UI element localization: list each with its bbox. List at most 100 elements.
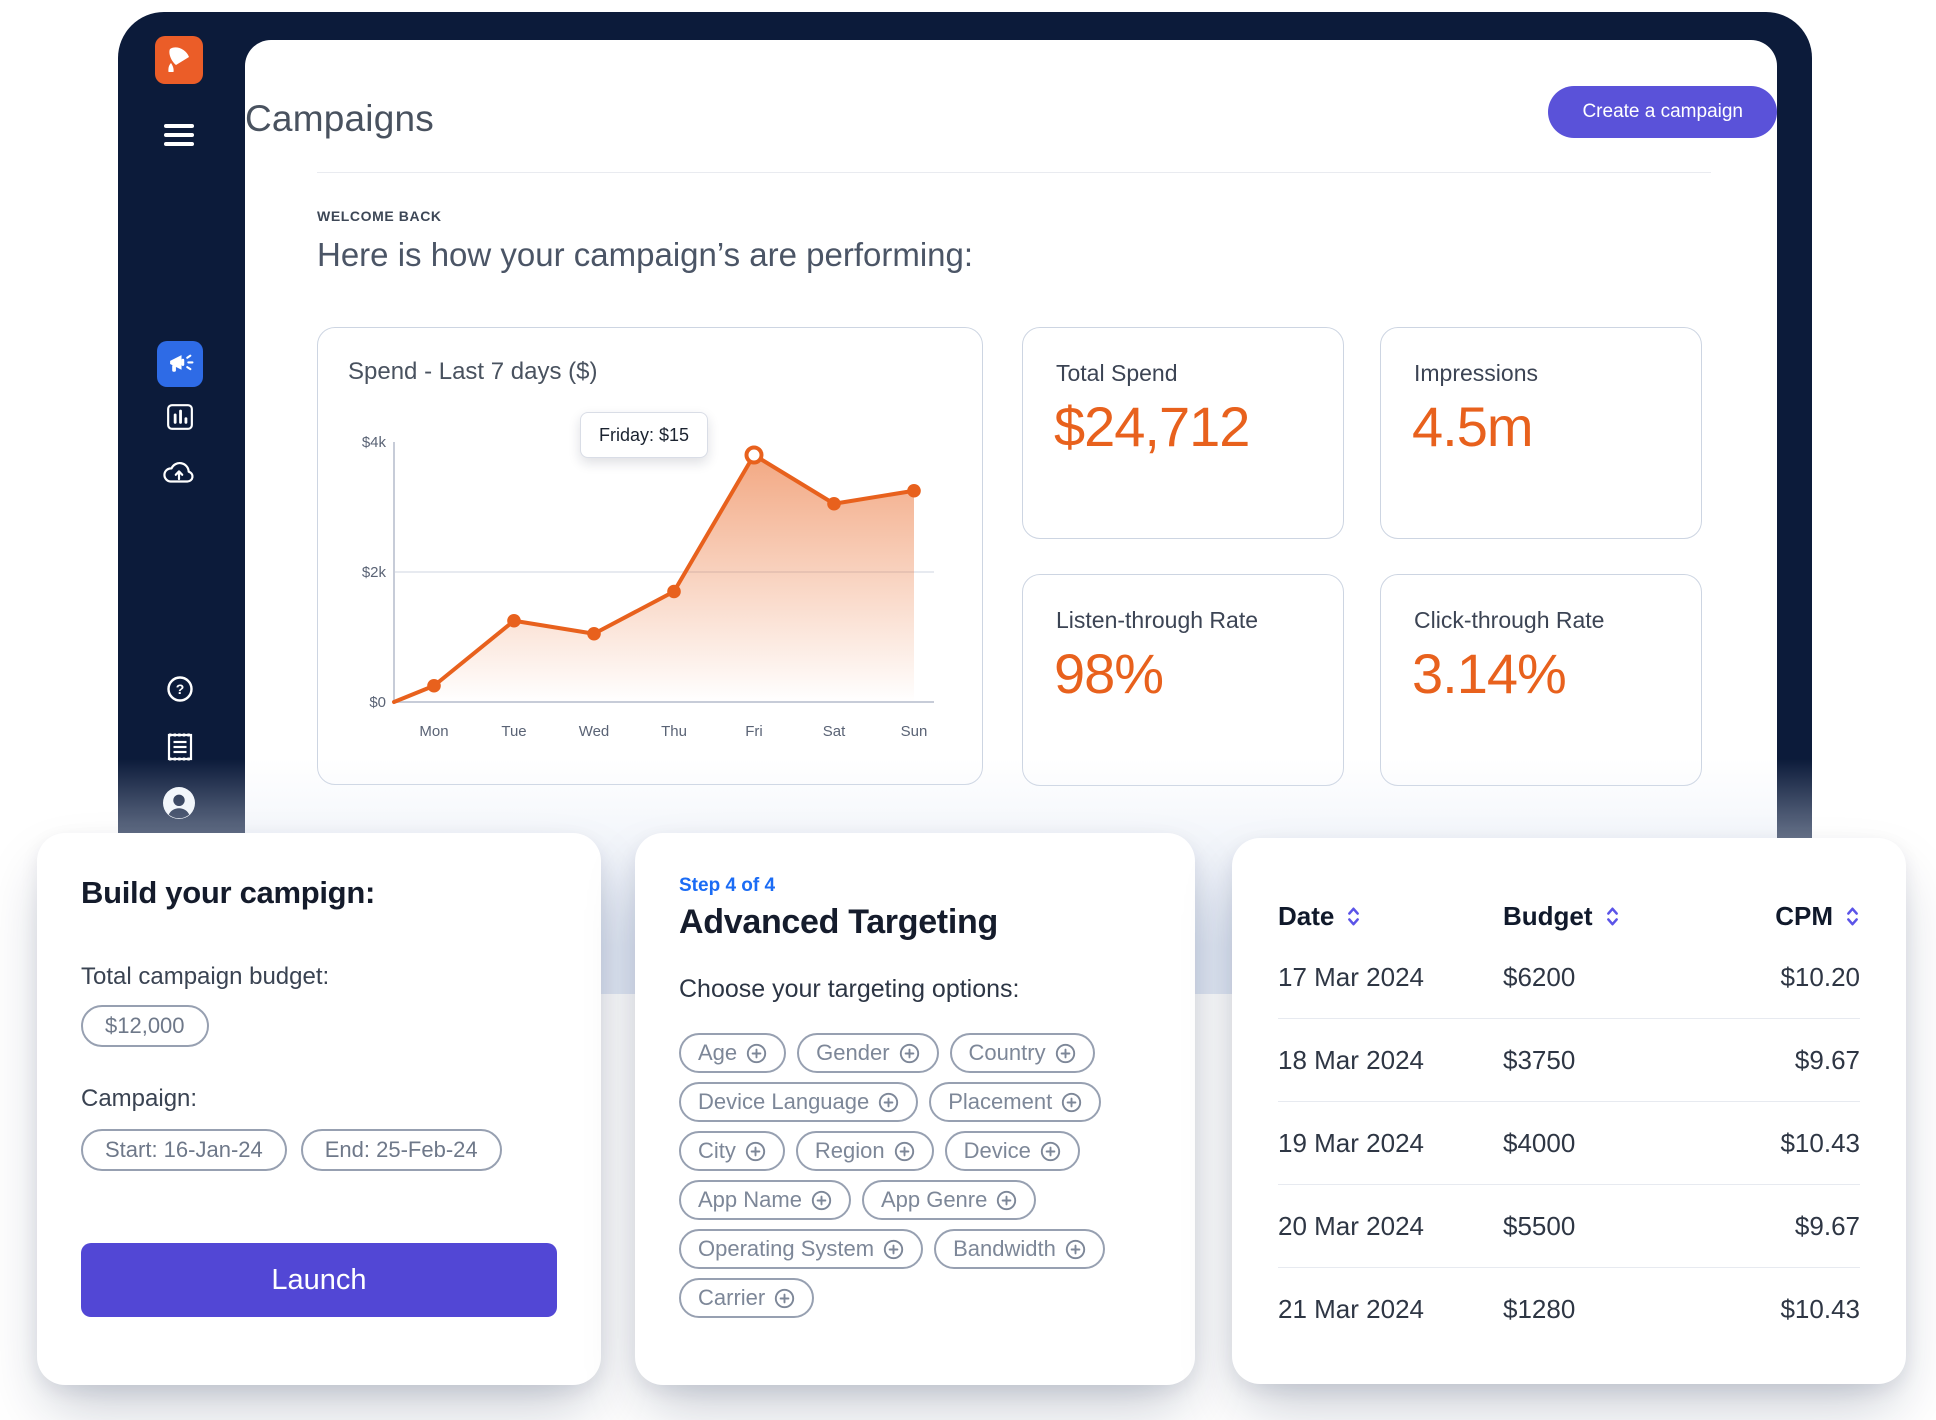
megaphone-icon bbox=[169, 354, 193, 372]
sidebar-item-help[interactable]: ? bbox=[166, 675, 194, 703]
table-cell: $10.20 bbox=[1780, 961, 1860, 992]
plus-circle-icon bbox=[879, 1092, 899, 1112]
table-cell: 21 Mar 2024 bbox=[1278, 1293, 1424, 1324]
table-sort-cpm[interactable]: CPM bbox=[1695, 901, 1860, 932]
budget-label: Total campaign budget: bbox=[81, 963, 330, 990]
svg-text:Tue: Tue bbox=[501, 723, 526, 740]
targeting-pill-label: City bbox=[698, 1138, 736, 1163]
sidebar-item-account[interactable] bbox=[162, 786, 196, 820]
targeting-pill-carrier[interactable]: Carrier bbox=[679, 1278, 815, 1318]
table-cell: 17 Mar 2024 bbox=[1278, 961, 1424, 992]
targeting-pill-region[interactable]: Region bbox=[795, 1131, 934, 1171]
chart-tooltip: Friday: $15 bbox=[580, 412, 709, 458]
plus-circle-icon bbox=[745, 1141, 766, 1161]
campaign-label: Campaign: bbox=[81, 1085, 198, 1112]
table-cell: $3750 bbox=[1503, 1044, 1576, 1075]
menu-icon[interactable] bbox=[164, 124, 196, 151]
campaign-date-chips: Start: 16-Jan-24 End: 25-Feb-24 bbox=[81, 1129, 502, 1171]
table-row: 20 Mar 2024 $5500 $9.67 bbox=[1278, 1184, 1860, 1267]
stat-card-impressions: Impressions 4.5m bbox=[1380, 327, 1702, 539]
end-date-chip[interactable]: End: 25-Feb-24 bbox=[300, 1129, 502, 1171]
column-header-label: Date bbox=[1278, 900, 1335, 931]
stat-label: Total Spend bbox=[1056, 360, 1178, 386]
targeting-pill-operating-system[interactable]: Operating System bbox=[679, 1229, 924, 1269]
targeting-pill-label: Device Language bbox=[698, 1089, 870, 1114]
targeting-pill-row: App Name App Genre bbox=[679, 1180, 1105, 1220]
plus-circle-icon bbox=[1065, 1239, 1085, 1259]
targeting-pill-device[interactable]: Device bbox=[944, 1131, 1080, 1171]
page-title: Campaigns bbox=[245, 98, 434, 139]
stat-card-click-through-rate: Click-through Rate 3.14% bbox=[1380, 574, 1702, 786]
targeting-pill-label: Region bbox=[814, 1138, 885, 1163]
plus-circle-icon bbox=[899, 1043, 919, 1063]
create-campaign-button[interactable]: Create a campaign bbox=[1548, 86, 1777, 138]
targeting-pill-label: Placement bbox=[948, 1089, 1053, 1114]
stat-card-listen-through-rate: Listen-through Rate 98% bbox=[1022, 574, 1344, 786]
stat-value: 4.5m bbox=[1412, 395, 1533, 458]
stat-label: Impressions bbox=[1414, 360, 1538, 386]
svg-text:Sat: Sat bbox=[823, 723, 846, 740]
table-cell: $4000 bbox=[1503, 1127, 1576, 1158]
table-cell: $6200 bbox=[1503, 961, 1576, 992]
sort-icon bbox=[1606, 907, 1618, 925]
column-header-label: CPM bbox=[1775, 900, 1833, 931]
sidebar-item-analytics[interactable] bbox=[166, 403, 194, 431]
sort-icon bbox=[1847, 907, 1858, 925]
spend-chart-card: Spend - Last 7 days ($) $0 $2k $4k Mon Tue We… bbox=[317, 327, 983, 785]
build-campaign-card: Build your campign: Total campaign budge… bbox=[37, 833, 601, 1385]
table-header-row: Date Budget CPM bbox=[1278, 896, 1860, 936]
budget-table-card: Date Budget CPM 17 Mar 2024 $6200 $10.20 18 M… bbox=[1232, 838, 1906, 1384]
targeting-pill-row: Device Language Placement bbox=[679, 1082, 1105, 1122]
targeting-pill-city[interactable]: City bbox=[679, 1131, 785, 1171]
targeting-pill-device-language[interactable]: Device Language bbox=[679, 1082, 919, 1122]
table-sort-budget[interactable]: Budget bbox=[1503, 901, 1695, 932]
sort-icon bbox=[1348, 907, 1360, 925]
table-sort-date[interactable]: Date bbox=[1278, 901, 1503, 932]
stat-label: Click-through Rate bbox=[1414, 607, 1605, 633]
targeting-pill-bandwidth[interactable]: Bandwidth bbox=[934, 1229, 1105, 1269]
svg-text:Thu: Thu bbox=[661, 723, 687, 740]
targeting-pill-country[interactable]: Country bbox=[949, 1033, 1095, 1073]
targeting-pill-row: City Region Device bbox=[679, 1131, 1105, 1171]
sidebar-item-billing[interactable] bbox=[166, 731, 194, 763]
table-cell: $1280 bbox=[1503, 1293, 1576, 1324]
build-card-heading: Build your campign: bbox=[81, 875, 375, 910]
targeting-pill-app-name[interactable]: App Name bbox=[679, 1180, 851, 1220]
sidebar-item-campaigns[interactable] bbox=[157, 341, 203, 387]
table-cell: 19 Mar 2024 bbox=[1278, 1127, 1424, 1158]
plus-circle-icon bbox=[811, 1190, 832, 1210]
svg-text:Sun: Sun bbox=[901, 723, 928, 740]
targeting-pill-age[interactable]: Age bbox=[679, 1033, 787, 1073]
targeting-pill-gender[interactable]: Gender bbox=[797, 1033, 939, 1073]
spend-chart: $0 $2k $4k Mon Tue Wed Thu Fri Sat Sun bbox=[362, 434, 934, 740]
receipt-icon bbox=[167, 733, 193, 761]
sidebar-item-upload[interactable] bbox=[162, 458, 196, 486]
plus-circle-icon bbox=[747, 1043, 767, 1063]
targeting-pill-placement[interactable]: Placement bbox=[929, 1082, 1102, 1122]
help-icon: ? bbox=[167, 676, 193, 702]
targeting-pill-label: Operating System bbox=[698, 1236, 875, 1261]
launch-button[interactable]: Launch bbox=[81, 1243, 557, 1317]
targeting-pill-label: App Genre bbox=[880, 1187, 988, 1212]
chart-title: Spend - Last 7 days ($) bbox=[348, 358, 598, 385]
stat-label: Listen-through Rate bbox=[1056, 607, 1259, 633]
targeting-pill-label: Carrier bbox=[698, 1285, 766, 1310]
plus-circle-icon bbox=[775, 1288, 795, 1308]
table-cell: $9.67 bbox=[1794, 1210, 1860, 1241]
start-date-chip[interactable]: Start: 16-Jan-24 bbox=[81, 1129, 287, 1171]
targeting-pill-label: Device bbox=[963, 1138, 1031, 1163]
targeting-pill-row: Age Gender Country bbox=[679, 1033, 1105, 1073]
table-cell: $5500 bbox=[1503, 1210, 1576, 1241]
targeting-title: Advanced Targeting bbox=[679, 903, 998, 941]
table-cell: 18 Mar 2024 bbox=[1278, 1044, 1424, 1075]
welcome-eyebrow: WELCOME BACK bbox=[317, 208, 442, 224]
header-divider bbox=[317, 172, 1711, 173]
budget-chip[interactable]: $12,000 bbox=[81, 1005, 209, 1047]
targeting-pill-label: Age bbox=[698, 1040, 738, 1065]
table-cell: 20 Mar 2024 bbox=[1278, 1210, 1424, 1241]
step-label: Step 4 of 4 bbox=[679, 875, 776, 896]
plus-circle-icon bbox=[997, 1190, 1017, 1210]
brand-logo[interactable] bbox=[155, 36, 203, 84]
svg-text:$0: $0 bbox=[369, 694, 386, 711]
targeting-pill-app-genre[interactable]: App Genre bbox=[861, 1180, 1037, 1220]
